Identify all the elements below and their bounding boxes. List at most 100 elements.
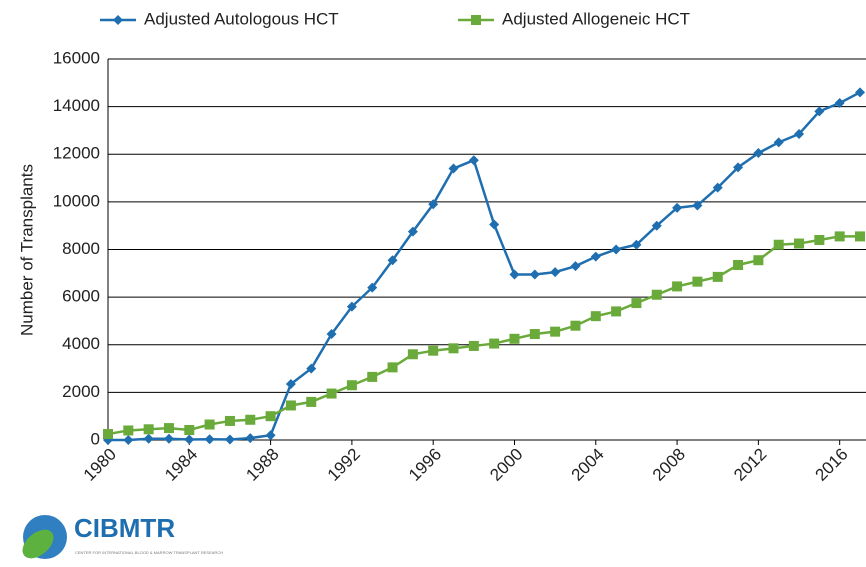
data-point <box>123 425 134 436</box>
data-point <box>163 433 174 444</box>
data-point <box>163 423 174 434</box>
data-point <box>794 129 805 140</box>
legend-marker <box>471 15 481 25</box>
data-point <box>489 338 500 349</box>
y-tick-label: 12000 <box>53 144 100 163</box>
logo: CIBMTR CENTER FOR INTERNATIONAL BLOOD & … <box>22 513 223 559</box>
data-point <box>855 231 865 242</box>
legend-label: Adjusted Allogeneic HCT <box>502 9 690 28</box>
data-point <box>306 363 317 374</box>
data-point <box>367 282 378 293</box>
x-tick-label: 1988 <box>242 445 282 485</box>
data-point <box>733 259 744 270</box>
series-line <box>108 91 861 442</box>
data-point <box>448 163 459 174</box>
legend-label: Adjusted Autologous HCT <box>144 9 339 28</box>
x-tick-label: 2012 <box>730 445 770 485</box>
data-point <box>387 255 398 266</box>
y-tick-label: 16000 <box>53 48 100 67</box>
data-point <box>590 311 601 322</box>
data-point <box>346 380 357 391</box>
logo-name: CIBMTR <box>74 513 175 543</box>
data-point <box>753 148 764 159</box>
data-point <box>611 306 622 317</box>
data-point <box>265 430 276 441</box>
data-point <box>224 415 235 426</box>
logo-subtitle: CENTER FOR INTERNATIONAL BLOOD & MARROW … <box>75 550 223 555</box>
data-point <box>103 429 113 440</box>
data-point <box>265 411 276 422</box>
y-tick-label: 8000 <box>62 239 100 258</box>
data-point <box>346 301 357 312</box>
data-point <box>550 326 561 337</box>
data-point <box>712 182 723 193</box>
x-tick-label: 2008 <box>649 445 689 485</box>
x-tick-label: 1992 <box>324 445 364 485</box>
data-point <box>326 329 337 340</box>
data-point <box>834 98 845 109</box>
data-point <box>428 199 439 210</box>
y-tick-label: 0 <box>91 429 100 448</box>
data-point <box>204 434 215 445</box>
data-point <box>448 343 459 354</box>
data-point <box>428 345 439 356</box>
data-point <box>407 349 418 360</box>
data-point <box>651 289 662 300</box>
data-point <box>285 379 296 390</box>
y-tick-label: 2000 <box>62 382 100 401</box>
data-point <box>326 388 337 399</box>
data-point <box>509 269 520 280</box>
data-point <box>814 106 825 117</box>
data-point <box>468 155 479 166</box>
data-point <box>184 424 195 435</box>
data-point <box>529 269 540 280</box>
x-tick-label: 2016 <box>811 445 851 485</box>
data-point <box>143 433 154 444</box>
data-point <box>672 281 683 292</box>
data-point <box>123 435 134 445</box>
data-point <box>773 239 784 250</box>
data-point <box>651 220 662 231</box>
data-point <box>550 267 561 278</box>
data-point <box>184 434 195 445</box>
data-point <box>570 261 581 272</box>
data-point <box>692 276 703 287</box>
data-point <box>489 219 500 230</box>
data-point <box>733 162 744 173</box>
data-point <box>570 320 581 331</box>
data-point <box>245 433 256 444</box>
y-tick-label: 14000 <box>53 96 100 115</box>
y-tick-label: 4000 <box>62 334 100 353</box>
data-point <box>224 434 235 445</box>
data-point <box>590 251 601 262</box>
y-tick-label: 10000 <box>53 191 100 210</box>
y-tick-label: 6000 <box>62 287 100 306</box>
data-point <box>143 424 154 435</box>
data-point <box>712 271 723 282</box>
data-point <box>306 396 317 407</box>
series-line <box>107 235 860 436</box>
data-point <box>509 333 520 344</box>
data-point <box>672 202 683 213</box>
data-point <box>631 298 642 309</box>
data-point <box>692 200 703 211</box>
data-point <box>245 414 256 425</box>
logo-leaf <box>22 529 54 559</box>
data-point <box>407 226 418 237</box>
data-point <box>794 238 805 249</box>
data-point <box>814 234 825 245</box>
x-tick-label: 2000 <box>486 445 526 485</box>
data-point <box>753 255 764 266</box>
data-point <box>529 329 540 340</box>
data-point <box>611 244 622 255</box>
data-point <box>631 239 642 250</box>
data-point <box>855 87 865 98</box>
y-axis-label: Number of Transplants <box>17 164 36 336</box>
data-point <box>834 231 845 242</box>
x-tick-label: 2004 <box>568 445 608 485</box>
data-point <box>204 419 215 430</box>
data-point <box>773 137 784 148</box>
x-tick-label: 1980 <box>80 445 120 485</box>
data-point <box>367 371 378 382</box>
